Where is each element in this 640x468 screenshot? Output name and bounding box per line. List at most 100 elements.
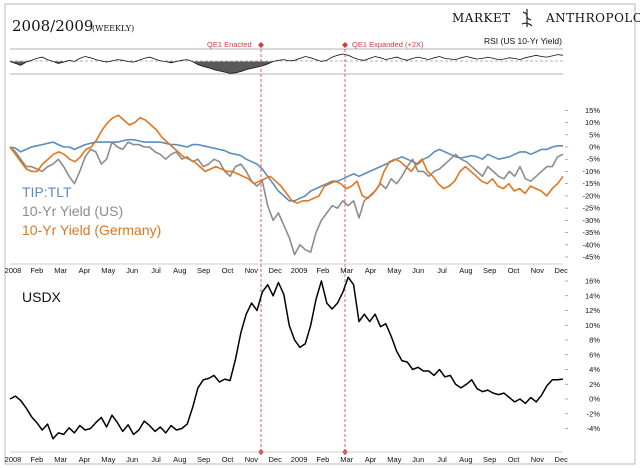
usdx-x-tick-label: Jul: [151, 455, 161, 464]
main-x-tick-label: May: [387, 266, 401, 275]
qe1-enacted-label: QE1 Enacted: [207, 40, 252, 49]
usdx-y-tick-label: 6%: [589, 350, 600, 359]
main-x-tick-label: 2009: [291, 266, 308, 275]
brand-left: MARKET: [452, 11, 511, 25]
main-x-tick-label: Dec: [555, 266, 569, 275]
main-y-tick-label: -45%: [582, 253, 600, 262]
main-x-tick-label: Jul: [151, 266, 161, 275]
usdx-y-tick-label: 16%: [585, 277, 600, 286]
usdx-x-tick-label: Aug: [173, 455, 186, 464]
main-x-tick-label: Sep: [197, 266, 210, 275]
rsi-title: RSI (US 10-Yr Yield): [484, 36, 562, 46]
main-x-tick-label: Aug: [173, 266, 186, 275]
usdx-x-tick-label: Feb: [316, 455, 329, 464]
usdx-x-tick-label: Jun: [126, 455, 138, 464]
usdx-x-tick-label: May: [101, 455, 115, 464]
usdx-x-tick-label: Jul: [437, 455, 447, 464]
usdx-title: USDX: [22, 289, 62, 305]
main-panel: 15% 10% 5% 0% -5% -10% -15% -20% -25% -30% -35% -40…: [5, 106, 601, 275]
usdx-x-tick-label: Dec: [555, 455, 569, 464]
main-y-tick-label: 15%: [585, 106, 600, 115]
usdx-x-tick-label: Dec: [269, 455, 283, 464]
rsi-series-line: [9, 53, 564, 74]
main-x-tick-label: Jul: [437, 266, 447, 275]
legend-tip-tlt: TIP:TLT: [22, 184, 72, 200]
qe1-expanded-label: QE1 Expanded (+2X): [352, 40, 424, 49]
usdx-x-tick-label: 2009: [291, 455, 308, 464]
brand-right: ANTHROPOLOGY: [545, 11, 640, 25]
usdx-x-tick-label: Feb: [30, 455, 43, 464]
brand-logo-icon: [521, 9, 533, 27]
usdx-series-lines: [9, 276, 564, 440]
usdx-y-tick-label: 10%: [585, 321, 600, 330]
qe1-expanded-marker: [342, 42, 348, 48]
main-y-tick-label: -25%: [582, 204, 600, 213]
main-x-tick-label: May: [101, 266, 115, 275]
usdx-panel: USDX 16% 14% 12% 10% 8% 6% 4% 2% 0% -2% -4% 2008 Fe…: [5, 277, 601, 465]
usdx-x-tick-label: Oct: [508, 455, 521, 464]
main-y-tick-label: -15%: [582, 179, 600, 188]
main-x-tick-label: Dec: [269, 266, 283, 275]
qe1-enacted-marker: [258, 42, 264, 48]
legend-10yr-germany: 10-Yr Yield (Germany): [22, 222, 161, 238]
main-x-tick-label: Oct: [508, 266, 521, 275]
usdx-y-axis: 16% 14% 12% 10% 8% 6% 4% 2% 0% -2% -4%: [565, 277, 601, 433]
usdx-y-tick-label: 12%: [585, 306, 600, 315]
main-y-tick-label: -5%: [587, 155, 601, 164]
usdx-x-tick-label: Apr: [79, 455, 91, 464]
main-y-tick-label: -10%: [582, 167, 600, 176]
usdx-y-tick-label: 14%: [585, 291, 600, 300]
usdx-x-tick-label: Sep: [197, 455, 210, 464]
series-line-10-yr-yield-us: [9, 141, 564, 256]
usdx-y-tick-label: 8%: [589, 336, 600, 345]
usdx-x-tick-label: Nov: [245, 455, 259, 464]
main-series-lines: [9, 114, 564, 256]
usdx-y-tick-label: 2%: [589, 380, 600, 389]
usdx-x-tick-label: 2008: [5, 455, 22, 464]
chart-frame: [4, 3, 636, 465]
main-legend: TIP:TLT 10-Yr Yield (US) 10-Yr Yield (Ge…: [22, 184, 161, 238]
main-x-tick-label: Oct: [222, 266, 235, 275]
usdx-x-tick-label: Oct: [222, 455, 235, 464]
main-x-tick-label: Sep: [483, 266, 496, 275]
main-x-axis: 2008 Feb Mar Apr May Jun Jul Aug Sep Oct Nov Dec 200…: [5, 266, 568, 275]
main-x-tick-label: Nov: [245, 266, 259, 275]
main-y-axis: 15% 10% 5% 0% -5% -10% -15% -20% -25% -30% -35% -40…: [565, 106, 600, 262]
main-y-tick-label: -40%: [582, 240, 600, 249]
main-x-tick-label: Jun: [412, 266, 424, 275]
main-x-tick-label: Nov: [531, 266, 545, 275]
rsi-panel: RSI (US 10-Yr Yield): [9, 36, 564, 75]
main-y-tick-label: 5%: [589, 130, 600, 139]
main-x-tick-label: Apr: [79, 266, 91, 275]
usdx-x-tick-label: Apr: [365, 455, 377, 464]
usdx-x-tick-label: Mar: [54, 455, 67, 464]
chart-title: 2008/2009: [12, 17, 93, 35]
series-line-10-yr-yield-germany: [9, 114, 564, 204]
main-y-tick-label: -35%: [582, 228, 600, 237]
series-line-usdx: [9, 276, 564, 440]
series-line-tip-tlt: [9, 138, 563, 202]
main-y-tick-label: 10%: [585, 118, 600, 127]
main-y-tick-label: -30%: [582, 216, 600, 225]
usdx-y-tick-label: 0%: [589, 395, 600, 404]
main-y-tick-label: 0%: [589, 143, 600, 152]
usdx-x-tick-label: Mar: [340, 455, 353, 464]
main-x-tick-label: Aug: [459, 266, 472, 275]
main-x-tick-label: Feb: [316, 266, 329, 275]
legend-10yr-us: 10-Yr Yield (US): [22, 203, 123, 219]
main-x-tick-label: Jun: [126, 266, 138, 275]
usdx-x-tick-label: May: [387, 455, 401, 464]
usdx-x-tick-label: Aug: [459, 455, 472, 464]
usdx-x-tick-label: Nov: [531, 455, 545, 464]
usdx-x-tick-label: Jun: [412, 455, 424, 464]
main-y-tick-label: -20%: [582, 191, 600, 200]
main-x-tick-label: 2008: [5, 266, 22, 275]
chart-subtitle: (WEEKLY): [92, 24, 134, 33]
main-x-tick-label: Apr: [365, 266, 377, 275]
usdx-y-tick-label: -4%: [587, 424, 601, 433]
main-x-tick-label: Feb: [30, 266, 43, 275]
usdx-x-axis: 2008 Feb Mar Apr May Jun Jul Aug Sep Oct Nov Dec 200…: [5, 455, 568, 464]
